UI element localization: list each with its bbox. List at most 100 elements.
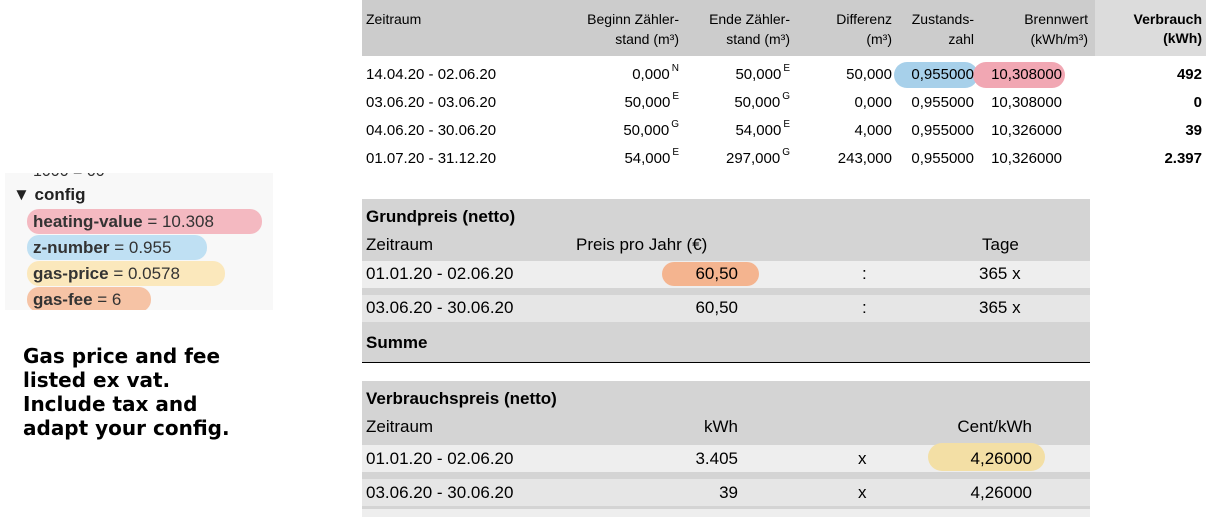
cell-ende: 50,000 E [680,62,790,89]
config-item-gas-price[interactable]: gas-price = 0.0578 [27,261,225,286]
cell-ende: 54,000 E [680,118,790,145]
highlight-grundpreis [662,262,759,286]
header-brennwert-l2: (kWh/m³) [1030,31,1088,47]
cell-value: 50,000 [734,94,781,111]
cell-zeitraum: 03.06.20 - 30.06.20 [366,298,514,317]
table-header-bg [362,0,1206,56]
config-value: 10.308 [161,212,214,231]
cell-brennwert: 10,326000 [991,150,1062,167]
cell-value: 50,000 [623,122,670,139]
cell-differenz: 243,000 [837,150,892,167]
cell-value: 50,000 [624,94,671,111]
config-item-z-number[interactable]: z-number = 0.955 [27,235,207,260]
header-differenz-l1: Differenz [836,11,892,27]
cell-preis: 60,50 [695,264,738,283]
config-item-gas-fee[interactable]: gas-fee = 6 [27,287,151,310]
cell-flag: G [782,91,790,102]
cell-differenz: 50,000 [846,66,892,83]
header-beginn-l2: stand (m³) [615,31,679,47]
cell-differenz: 0,000 [854,94,892,111]
section-title: Grundpreis (netto) [366,207,516,226]
cell-ende: 50,000 G [680,90,790,117]
col-tage: Tage [982,235,1019,254]
cell-flag: N [671,63,679,74]
cell-zeitraum: 14.04.20 - 02.06.20 [366,66,497,83]
cell-verbrauch: 2.397 [1164,150,1202,167]
config-key: z-number [33,238,110,257]
cell-flag: G [671,119,679,130]
instruction-note: Gas price and fee listed ex vat. Include… [23,344,323,440]
header-ende-l1: Ende Zähler- [709,11,790,27]
cell-verbrauch: 39 [1185,122,1202,139]
note-line: Gas price and fee [23,344,221,368]
header-zustandszahl-l2: zahl [948,31,974,47]
cell-brennwert: 10,308000 [991,94,1062,111]
section-divider [362,362,1090,363]
config-item-heating-value[interactable]: heating-value = 10.308 [27,209,262,234]
cell-zeitraum: 01.01.20 - 02.06.20 [366,264,514,283]
verbrauchspreis-section: Verbrauchspreis (netto) Zeitraum kWh Cen… [362,381,1090,517]
cell-flag: E [783,119,790,130]
cell-zeitraum: 01.01.20 - 02.06.20 [366,449,514,468]
cell-ende: 297,000 G [680,146,790,173]
note-line: adapt your config. [23,416,230,440]
config-clipped-text: 1000 = 00 [33,173,105,181]
cell-tage: 365 x [979,264,1021,283]
highlight-zustandszahl [894,62,978,88]
cell-verbrauch: 0 [1193,94,1202,111]
cell-op: : [862,264,867,283]
cell-kwh: 39 [719,483,738,502]
cell-value: 50,000 [735,66,782,83]
highlight-cent-kwh [928,443,1045,471]
cell-beginn: 50,000 E [577,90,679,117]
meter-table: Zeitraum Beginn Zähler- stand (m³) Ende … [362,0,1206,176]
header-ende-l2: stand (m³) [726,31,790,47]
cell-value: 54,000 [624,150,671,167]
header-zeitraum: Zeitraum [366,11,422,27]
cell-zustandszahl: 0,955000 [911,150,974,167]
cell-op: : [862,298,867,317]
cell-value: 54,000 [735,122,782,139]
cell-kwh: 3.405 [695,449,738,468]
section-title: Verbrauchspreis (netto) [366,389,557,408]
header-verbrauch: Verbrauch (kWh) [1133,11,1202,46]
cell-op: x [858,483,867,502]
cell-beginn: 50,000 G [577,118,679,145]
col-preis: Preis pro Jahr (€) [576,235,708,254]
cell-flag: G [782,147,790,158]
cell-zeitraum: 04.06.20 - 30.06.20 [366,122,497,139]
note-line: listed ex vat. [23,368,171,392]
config-key: heating-value [33,212,143,231]
config-value: 0.955 [128,238,172,257]
col-zeitraum: Zeitraum [366,417,434,436]
summe-label: Summe [366,333,428,352]
cell-beginn: 54,000 E [577,146,679,173]
col-cent: Cent/kWh [957,417,1032,436]
cell-zustandszahl: 0,955000 [911,66,974,83]
cell-op: x [858,449,867,468]
cell-flag: E [672,91,679,102]
cell-zustandszahl: 0,955000 [911,122,974,139]
cell-differenz: 4,000 [854,122,892,139]
col-kwh: kWh [704,417,738,436]
config-panel: 1000 = 00 ▼ config heating-value = 10.30… [5,173,273,310]
cell-preis: 60,50 [695,298,738,317]
cell-zeitraum: 03.06.20 - 30.06.20 [366,483,514,502]
table-row [362,509,1090,517]
cell-tage: 365 x [979,298,1021,317]
config-value: 6 [111,290,122,309]
cell-brennwert: 10,308000 [991,66,1062,83]
header-differenz-l2: (m³) [866,31,892,47]
highlight-brennwert [973,62,1065,88]
cell-cent: 4,26000 [970,483,1032,502]
cell-beginn: 0,000 N [577,62,679,89]
config-value: 0.0578 [127,264,180,283]
table-header-last-bg [1095,0,1206,56]
cell-value: 0,000 [632,66,670,83]
cell-zeitraum: 01.07.20 - 31.12.20 [366,150,497,167]
note-line: Include tax and [23,392,198,416]
header-beginn-l1: Beginn Zähler- [587,11,679,27]
grundpreis-section: Grundpreis (netto) Zeitraum Preis pro Ja… [362,199,1090,363]
config-header[interactable]: ▼ config [13,185,86,204]
cell-value: 297,000 [725,150,781,167]
